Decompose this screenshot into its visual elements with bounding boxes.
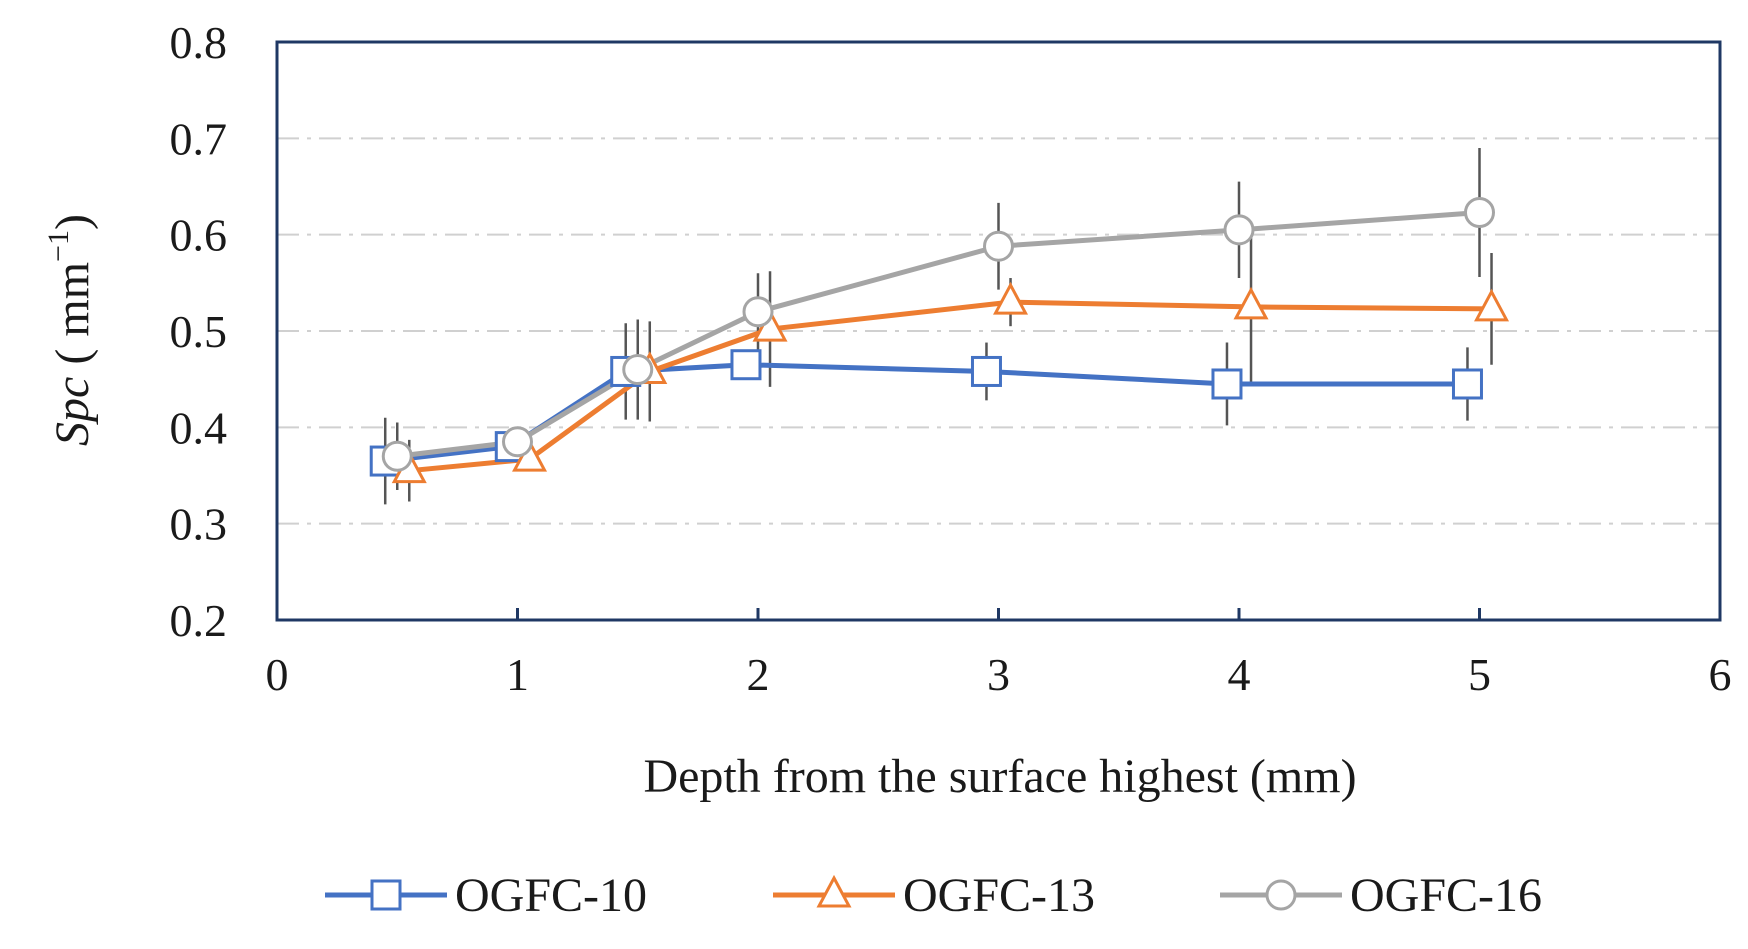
data-point-ogfc-16 <box>381 440 413 472</box>
legend-label-ogfc-16: OGFC-16 <box>1350 869 1542 922</box>
y-axis-title: Spc ( mm−1) <box>42 214 99 446</box>
x-tick-label: 3 <box>987 649 1010 700</box>
y-tick-label: 0.2 <box>170 595 228 646</box>
data-point-ogfc-10 <box>970 355 1002 387</box>
data-point-ogfc-13 <box>993 281 1029 315</box>
y-tick-label: 0.6 <box>170 210 228 261</box>
series-line-ogfc-16 <box>396 210 1480 459</box>
data-point-ogfc-16 <box>1464 197 1495 229</box>
legend-label-ogfc-13: OGFC-13 <box>903 869 1095 922</box>
legend: OGFC-10 OGFC-13 OGFC-16 <box>325 869 1542 922</box>
x-tick-label: 2 <box>747 649 770 700</box>
y-tick-label: 0.3 <box>170 499 228 550</box>
data-point-ogfc-10 <box>1451 368 1483 400</box>
y-tick-labels: 0.2 0.3 0.4 0.5 0.6 0.7 0.8 <box>170 17 228 646</box>
data-point-ogfc-16 <box>502 426 533 458</box>
y-axis-unit-exponent: −1 <box>42 230 75 262</box>
legend-marker-ogfc-16 <box>1265 879 1297 911</box>
data-point-ogfc-13 <box>1474 288 1510 322</box>
axis-ticks <box>516 608 1481 620</box>
series-markers <box>369 197 1510 484</box>
data-point-ogfc-16 <box>1223 214 1255 246</box>
x-axis-title: Depth from the surface highest (mm) <box>643 750 1356 803</box>
legend-marker-ogfc-10 <box>370 879 402 911</box>
x-tick-label: 0 <box>266 649 289 700</box>
y-axis-unit-close: ) <box>46 214 99 230</box>
y-tick-label: 0.7 <box>170 113 228 164</box>
data-point-ogfc-16 <box>622 354 654 386</box>
error-bars <box>383 147 1493 505</box>
y-tick-label: 0.8 <box>170 17 228 68</box>
data-point-ogfc-13 <box>1233 286 1269 320</box>
series-lines <box>384 210 1492 474</box>
data-point-ogfc-16 <box>742 296 774 328</box>
x-tick-labels: 0 1 2 3 4 5 6 <box>266 649 1732 700</box>
legend-label-ogfc-10: OGFC-10 <box>455 869 647 922</box>
data-point-ogfc-16 <box>983 230 1014 262</box>
y-tick-label: 0.4 <box>170 402 228 453</box>
x-tick-label: 5 <box>1468 649 1491 700</box>
grid-lines <box>277 137 1720 525</box>
x-tick-label: 4 <box>1228 649 1251 700</box>
y-tick-label: 0.5 <box>170 306 228 357</box>
x-tick-label: 1 <box>506 649 529 700</box>
y-axis-symbol: Spc <box>46 377 99 446</box>
y-axis-unit: ( mm <box>46 262 99 377</box>
data-point-ogfc-10 <box>730 349 762 381</box>
x-tick-label: 6 <box>1709 649 1732 700</box>
data-point-ogfc-10 <box>1211 368 1243 400</box>
legend-marker-ogfc-13 <box>816 874 852 908</box>
